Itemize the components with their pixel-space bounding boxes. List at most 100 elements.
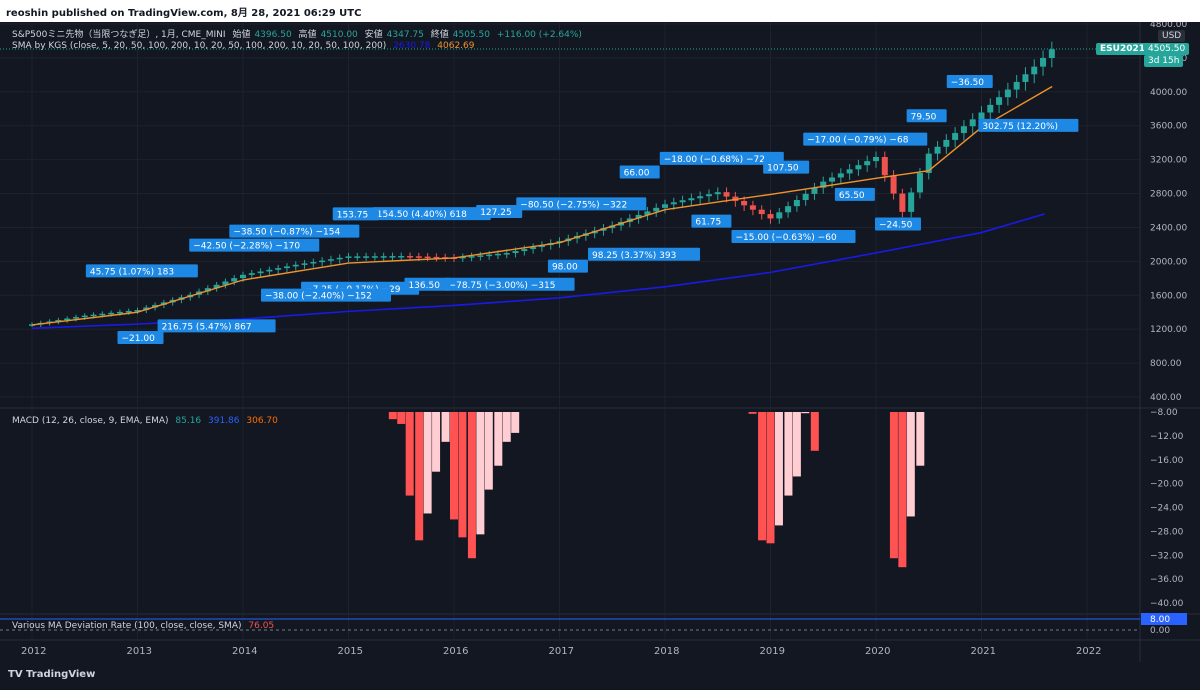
candle-body bbox=[521, 249, 528, 252]
candle-body bbox=[345, 256, 352, 258]
trade-label-text: 153.75 bbox=[337, 210, 369, 220]
x-tick-label: 2016 bbox=[443, 646, 468, 657]
macd-bar bbox=[450, 412, 458, 520]
trade-label-box bbox=[906, 109, 947, 123]
y-tick-label: 2000.00 bbox=[1150, 257, 1187, 267]
contract-tag: ESU2021 bbox=[1096, 43, 1149, 55]
macd-bar bbox=[415, 412, 424, 541]
candle-body bbox=[934, 146, 941, 154]
candle-body bbox=[55, 319, 62, 322]
candle-body bbox=[292, 264, 299, 267]
y-tick-label: 4800.00 bbox=[1150, 22, 1187, 30]
candle-body bbox=[837, 173, 844, 178]
trade-label-box bbox=[85, 264, 198, 278]
candle-body bbox=[363, 256, 370, 258]
candle-body bbox=[468, 256, 475, 258]
y-tick-label: 400.00 bbox=[1150, 393, 1182, 403]
deviation-tick-label: 0.00 bbox=[1150, 626, 1170, 636]
candle-body bbox=[248, 273, 255, 275]
high-label: 高値 bbox=[298, 30, 317, 40]
publisher-text: reoshin published on TradingView.com, 8月… bbox=[6, 8, 362, 19]
trade-label-box bbox=[117, 331, 164, 345]
candle-body bbox=[802, 193, 809, 201]
open-label: 始値 bbox=[232, 30, 251, 40]
candle-body bbox=[424, 256, 431, 259]
candle-body bbox=[943, 139, 950, 147]
candle-body bbox=[301, 263, 308, 265]
candle-body bbox=[415, 256, 422, 258]
candle-body bbox=[864, 161, 871, 166]
trade-label-box bbox=[619, 165, 660, 179]
trade-label-text: −36.50 bbox=[951, 78, 985, 88]
candle-body bbox=[952, 133, 959, 140]
trade-label-text: −38.50 (−0.87%) −154 bbox=[233, 228, 340, 238]
candle-body bbox=[969, 119, 976, 127]
logo-text: TradingView bbox=[26, 669, 96, 680]
x-tick-label: 2018 bbox=[654, 646, 679, 657]
macd-bar bbox=[467, 412, 476, 559]
macd-bar bbox=[774, 412, 783, 526]
candle-body bbox=[380, 256, 387, 258]
chart-canvas[interactable]: 400.00 800.00 1200.00 1600.00 2000.00 2400.00… bbox=[0, 22, 1200, 662]
candle-body bbox=[662, 204, 668, 208]
candle-body bbox=[855, 165, 862, 170]
candle-body bbox=[732, 196, 739, 201]
candle-body bbox=[231, 278, 238, 282]
trade-label-box bbox=[157, 319, 276, 333]
macd-bar bbox=[792, 412, 801, 477]
deviation-tick-label: 8.00 bbox=[1150, 615, 1170, 625]
candle-body bbox=[494, 253, 501, 256]
macd-tick-label: −8.00 bbox=[1150, 408, 1178, 418]
candle-body bbox=[793, 200, 800, 207]
last-price-tag: 4505.50 bbox=[1144, 43, 1190, 55]
candle-body bbox=[538, 245, 545, 248]
trade-label-text: −15.00 (−0.63%) −60 bbox=[736, 233, 837, 243]
macd-tick-label: −40.00 bbox=[1150, 599, 1184, 609]
trade-label-text: −38.00 (−2.40%) −152 bbox=[265, 292, 372, 302]
y-tick-label: 2400.00 bbox=[1150, 223, 1187, 233]
deviation-legend: Various MA Deviation Rate (100, close, c… bbox=[12, 621, 278, 631]
macd-legend: MACD (12, 26, close, 9, EMA, EMA) 85.16 … bbox=[12, 416, 282, 426]
candle-body bbox=[1013, 81, 1020, 90]
trade-label-box bbox=[834, 187, 875, 201]
macd-tick-label: −16.00 bbox=[1150, 456, 1184, 466]
candle-body bbox=[785, 206, 792, 213]
y-tick-label: 4000.00 bbox=[1150, 88, 1187, 98]
candle-body bbox=[90, 314, 97, 317]
deviation-label: Various MA Deviation Rate (100, close, c… bbox=[12, 621, 242, 631]
candle-body bbox=[820, 181, 827, 188]
open-value: 4396.50 bbox=[254, 30, 292, 40]
low-value: 4347.75 bbox=[386, 30, 424, 40]
candle-body bbox=[398, 256, 405, 258]
candle-body bbox=[477, 255, 484, 257]
macd-bar bbox=[766, 412, 775, 544]
macd-value-1: 85.16 bbox=[175, 416, 202, 426]
macd-bar bbox=[889, 412, 898, 559]
candle-body bbox=[749, 205, 756, 210]
close-value: 4505.50 bbox=[452, 30, 490, 40]
x-tick-label: 2012 bbox=[21, 646, 46, 657]
candle-body bbox=[371, 256, 378, 258]
trade-label-text: 216.75 (5.47%) 867 bbox=[162, 322, 252, 332]
trade-label-box bbox=[691, 214, 732, 228]
trade-label-box bbox=[659, 151, 784, 165]
y-tick-label: 3200.00 bbox=[1150, 156, 1187, 166]
x-tick-label: 2020 bbox=[865, 646, 890, 657]
candle-body bbox=[486, 254, 493, 257]
x-tick-label: 2022 bbox=[1076, 646, 1101, 657]
macd-bar bbox=[906, 412, 915, 517]
macd-bar bbox=[405, 412, 414, 496]
trade-label-box bbox=[372, 207, 491, 221]
candle-body bbox=[987, 104, 994, 113]
symbol-name: S&P500ミニ先物（当限つなぎ足）, 1月, CME_MINI bbox=[12, 30, 226, 40]
candle-body bbox=[908, 192, 915, 212]
y-tick-label: 1600.00 bbox=[1150, 291, 1187, 301]
candle-body bbox=[670, 202, 677, 205]
trade-label-text: −17.00 (−0.79%) −68 bbox=[807, 136, 908, 146]
footer bbox=[0, 662, 1200, 690]
candle-body bbox=[389, 256, 396, 258]
candle-body bbox=[873, 157, 879, 162]
macd-tick-label: −12.00 bbox=[1150, 432, 1184, 442]
candle-body bbox=[29, 324, 35, 326]
trade-label-box bbox=[588, 247, 701, 261]
